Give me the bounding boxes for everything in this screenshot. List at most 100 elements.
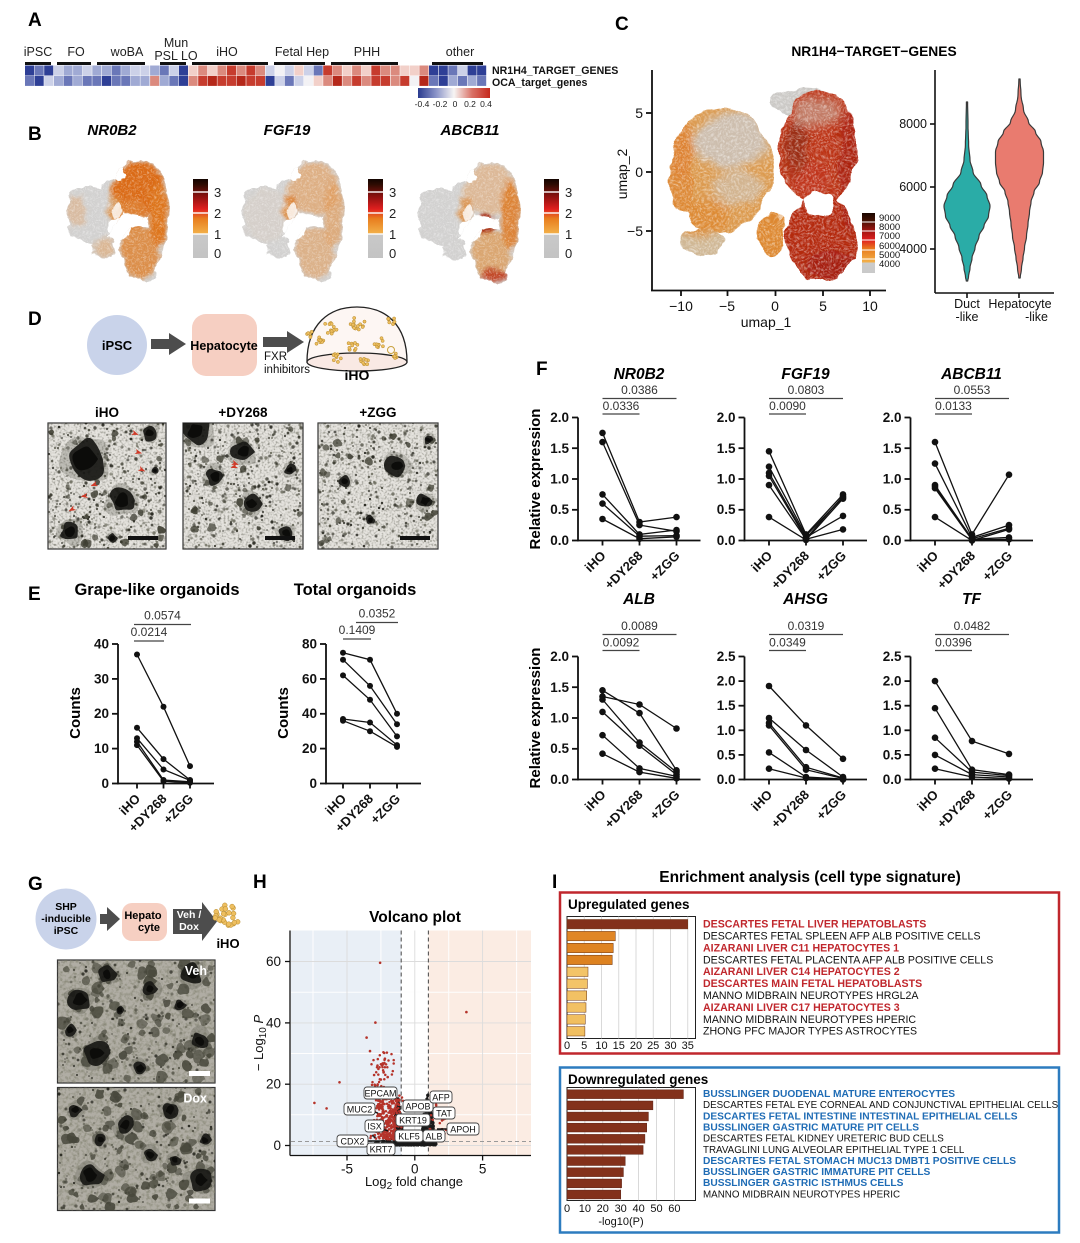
svg-text:H: H — [253, 872, 267, 893]
svg-text:0: 0 — [564, 1203, 570, 1215]
svg-text:0.1409: 0.1409 — [339, 623, 376, 637]
svg-text:1.0: 1.0 — [550, 711, 569, 726]
svg-text:Grape-like organoids: Grape-like organoids — [74, 581, 239, 599]
svg-text:5000: 5000 — [879, 250, 900, 261]
svg-text:cyte: cyte — [138, 922, 160, 934]
svg-text:0: 0 — [389, 246, 396, 261]
svg-text:5: 5 — [635, 105, 643, 121]
svg-text:iHO: iHO — [748, 787, 775, 814]
svg-text:0.5: 0.5 — [883, 502, 902, 517]
svg-text:EPCAM: EPCAM — [364, 1089, 396, 1099]
svg-text:0: 0 — [411, 1162, 419, 1177]
svg-text:-like: -like — [956, 310, 979, 324]
svg-text:0.5: 0.5 — [717, 747, 736, 762]
svg-text:0.0: 0.0 — [550, 772, 569, 787]
svg-text:0.0: 0.0 — [883, 533, 902, 548]
svg-text:60: 60 — [302, 671, 317, 686]
svg-text:10: 10 — [579, 1203, 591, 1215]
svg-text:PHH: PHH — [354, 45, 380, 59]
svg-text:10: 10 — [94, 741, 109, 756]
svg-text:Relative expression: Relative expression — [527, 409, 544, 550]
svg-text:Mun: Mun — [164, 36, 188, 50]
svg-text:ABCB11: ABCB11 — [940, 366, 1002, 383]
svg-text:NR0B2: NR0B2 — [614, 366, 665, 383]
svg-text:0: 0 — [564, 1040, 570, 1052]
svg-text:MANNO MIDBRAIN NEUROTYPES HPER: MANNO MIDBRAIN NEUROTYPES HPERIC — [703, 1189, 900, 1200]
svg-text:AHSG: AHSG — [782, 591, 828, 608]
svg-text:0.5: 0.5 — [883, 747, 902, 762]
svg-text:+DY268: +DY268 — [934, 548, 978, 592]
svg-text:0: 0 — [635, 164, 643, 180]
svg-text:DESCARTES FETAL STOMACH MUC13: DESCARTES FETAL STOMACH MUC13 DMBT1 POSI… — [703, 1156, 1016, 1167]
svg-text:Downregulated genes: Downregulated genes — [568, 1072, 708, 1087]
svg-text:Veh /: Veh / — [177, 909, 202, 921]
svg-text:Veh: Veh — [185, 964, 207, 978]
svg-text:FO: FO — [67, 45, 85, 59]
svg-text:iPSC: iPSC — [24, 45, 52, 59]
svg-text:D: D — [28, 309, 42, 330]
svg-text:1.0: 1.0 — [550, 472, 569, 487]
svg-text:−10: −10 — [669, 298, 693, 314]
svg-text:8000: 8000 — [879, 222, 900, 233]
svg-text:40: 40 — [94, 637, 109, 652]
svg-text:6000: 6000 — [899, 180, 927, 194]
svg-text:-like: -like — [1025, 310, 1048, 324]
svg-text:iHO: iHO — [582, 548, 609, 575]
svg-text:DESCARTES FETAL SPLEEN AFP ALB: DESCARTES FETAL SPLEEN AFP ALB POSITIVE … — [703, 931, 981, 943]
svg-text:NR1H4_TARGET_GENES: NR1H4_TARGET_GENES — [492, 65, 618, 77]
svg-text:2.0: 2.0 — [717, 674, 736, 689]
svg-text:KLF5: KLF5 — [398, 1132, 420, 1142]
svg-text:+ZGG: +ZGG — [647, 787, 683, 823]
svg-text:iHO: iHO — [914, 548, 941, 575]
svg-text:Dox: Dox — [183, 1092, 207, 1106]
svg-text:Hepatocyte: Hepatocyte — [190, 339, 257, 353]
svg-text:0.4: 0.4 — [480, 99, 492, 109]
svg-text:80: 80 — [302, 637, 317, 652]
svg-text:+DY268: +DY268 — [218, 405, 268, 420]
svg-text:2.0: 2.0 — [550, 649, 569, 664]
svg-text:inhibitors: inhibitors — [264, 364, 310, 376]
svg-text:−5: −5 — [719, 298, 735, 314]
svg-text:Volcano plot: Volcano plot — [369, 909, 461, 926]
svg-text:4000: 4000 — [899, 242, 927, 256]
svg-text:0.0482: 0.0482 — [954, 619, 991, 633]
svg-text:+DY268: +DY268 — [768, 787, 812, 831]
svg-text:6000: 6000 — [879, 241, 900, 252]
svg-text:-inducible: -inducible — [41, 913, 91, 925]
svg-text:0.0: 0.0 — [717, 533, 736, 548]
svg-text:30: 30 — [94, 671, 109, 686]
svg-text:50: 50 — [650, 1203, 662, 1215]
svg-text:30: 30 — [664, 1040, 676, 1052]
svg-text:1: 1 — [214, 227, 221, 242]
svg-text:-5: -5 — [341, 1162, 353, 1177]
svg-text:Fetal Hep: Fetal Hep — [275, 45, 329, 59]
svg-text:DESCARTES FETAL LIVER HEPATOBL: DESCARTES FETAL LIVER HEPATOBLASTS — [703, 919, 926, 931]
svg-text:0.0133: 0.0133 — [935, 399, 972, 413]
svg-text:2.5: 2.5 — [717, 649, 736, 664]
svg-text:3: 3 — [565, 185, 572, 200]
svg-text:ABCB11: ABCB11 — [440, 122, 500, 139]
svg-text:+ZGG: +ZGG — [979, 548, 1015, 584]
svg-text:1.5: 1.5 — [717, 441, 736, 456]
svg-text:60: 60 — [668, 1203, 680, 1215]
svg-text:2.0: 2.0 — [883, 410, 902, 425]
svg-text:SHP: SHP — [55, 901, 77, 913]
svg-text:2: 2 — [214, 206, 221, 221]
svg-text:Duct: Duct — [954, 297, 980, 311]
svg-text:0: 0 — [771, 298, 779, 314]
svg-text:DESCARTES FETAL KIDNEY URETERI: DESCARTES FETAL KIDNEY URETERIC BUD CELL… — [703, 1134, 944, 1145]
svg-text:0.0336: 0.0336 — [603, 399, 640, 413]
svg-text:OCA_target_genes: OCA_target_genes — [492, 77, 587, 89]
svg-text:AFP: AFP — [432, 1093, 450, 1103]
svg-text:BUSSLINGER DUODENAL MATURE ENT: BUSSLINGER DUODENAL MATURE ENTEROCYTES — [703, 1089, 955, 1100]
svg-text:30: 30 — [615, 1203, 627, 1215]
svg-text:0.0092: 0.0092 — [603, 636, 640, 650]
svg-text:iPSC: iPSC — [102, 338, 133, 353]
svg-text:9000: 9000 — [879, 213, 900, 224]
svg-text:0.5: 0.5 — [550, 502, 569, 517]
svg-text:I: I — [552, 872, 557, 893]
svg-text:Counts: Counts — [67, 687, 84, 739]
svg-text:NR1H4−TARGET−GENES: NR1H4−TARGET−GENES — [791, 44, 956, 59]
svg-text:0.0349: 0.0349 — [769, 636, 806, 650]
svg-text:AIZARANI LIVER C11 HEPATOCYTES: AIZARANI LIVER C11 HEPATOCYTES 1 — [703, 942, 899, 954]
